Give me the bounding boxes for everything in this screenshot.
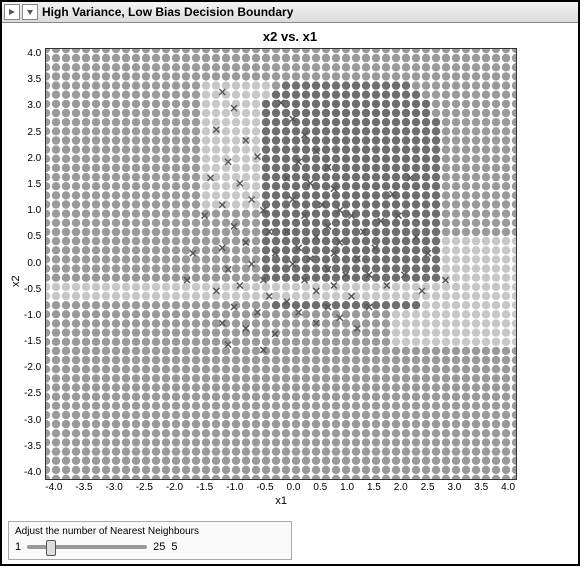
x-tick: 2.0 <box>394 482 408 493</box>
x-tick: -2.0 <box>166 482 183 493</box>
y-tick: 3.0 <box>27 100 41 111</box>
panel-menu-dropdown[interactable] <box>22 4 38 20</box>
x-tick: 4.0 <box>501 482 515 493</box>
slider-track[interactable] <box>27 545 147 549</box>
y-tick: -3.5 <box>24 441 41 452</box>
x-axis-label: x1 <box>45 493 517 507</box>
panel-body: x2 vs. x1 x2 4.0 3.5 3.0 2.5 2.0 1.5 1.0 0.5 0.0… <box>2 23 578 564</box>
y-tick: 1.0 <box>27 205 41 216</box>
titlebar: High Variance, Low Bias Decision Boundar… <box>2 2 578 23</box>
x-tick: 2.5 <box>421 482 435 493</box>
plot-title: x2 vs. x1 <box>8 27 572 48</box>
y-tick: 0.5 <box>27 231 41 242</box>
slider-thumb[interactable] <box>46 540 56 556</box>
x-tick: -4.0 <box>45 482 62 493</box>
plot-area[interactable] <box>45 48 517 480</box>
y-axis-ticks: 4.0 3.5 3.0 2.5 2.0 1.5 1.0 0.5 0.0 -0.5 -1.0 -1.5 -… <box>24 48 45 478</box>
x-tick: -0.5 <box>256 482 273 493</box>
slider-panel: Adjust the number of Nearest Neighbours … <box>8 521 292 560</box>
y-tick: 2.0 <box>27 153 41 164</box>
y-tick: 4.0 <box>27 48 41 59</box>
x-tick: -3.5 <box>75 482 92 493</box>
y-tick: -1.5 <box>24 336 41 347</box>
y-tick: 3.5 <box>27 74 41 85</box>
slider-min: 1 <box>15 541 21 553</box>
slider-label: Adjust the number of Nearest Neighbours <box>15 526 285 537</box>
x-tick: 0.0 <box>286 482 300 493</box>
x-axis-ticks: -4.0 -3.5 -3.0 -2.5 -2.0 -1.5 -1.0 -0.5 0.0 0.5 1.… <box>45 480 515 493</box>
x-tick: 0.5 <box>313 482 327 493</box>
slider-row: 1 25 5 <box>15 541 285 553</box>
y-tick: -2.0 <box>24 362 41 373</box>
x-tick: -1.0 <box>226 482 243 493</box>
x-tick: -3.0 <box>106 482 123 493</box>
window-title: High Variance, Low Bias Decision Boundar… <box>42 5 293 19</box>
x-tick: 3.5 <box>474 482 488 493</box>
x-tick: 1.0 <box>340 482 354 493</box>
slider-value: 5 <box>171 541 177 553</box>
y-tick: -4.0 <box>24 467 41 478</box>
x-tick: -1.5 <box>196 482 213 493</box>
y-tick: -0.5 <box>24 284 41 295</box>
y-tick: -2.5 <box>24 388 41 399</box>
disclose-toggle[interactable] <box>4 4 20 20</box>
x-tick: 1.5 <box>367 482 381 493</box>
slider-max: 25 <box>153 541 165 553</box>
app-window: High Variance, Low Bias Decision Boundar… <box>0 0 580 566</box>
y-tick: 1.5 <box>27 179 41 190</box>
plot-wrap: x2 4.0 3.5 3.0 2.5 2.0 1.5 1.0 0.5 0.0 -0.5 -1.0 -1… <box>8 48 572 515</box>
y-tick: 2.5 <box>27 127 41 138</box>
x-tick: 3.0 <box>447 482 461 493</box>
y-tick: -3.0 <box>24 415 41 426</box>
y-axis-label: x2 <box>8 48 24 515</box>
y-tick: -1.0 <box>24 310 41 321</box>
x-tick: -2.5 <box>136 482 153 493</box>
y-tick: 0.0 <box>27 258 41 269</box>
